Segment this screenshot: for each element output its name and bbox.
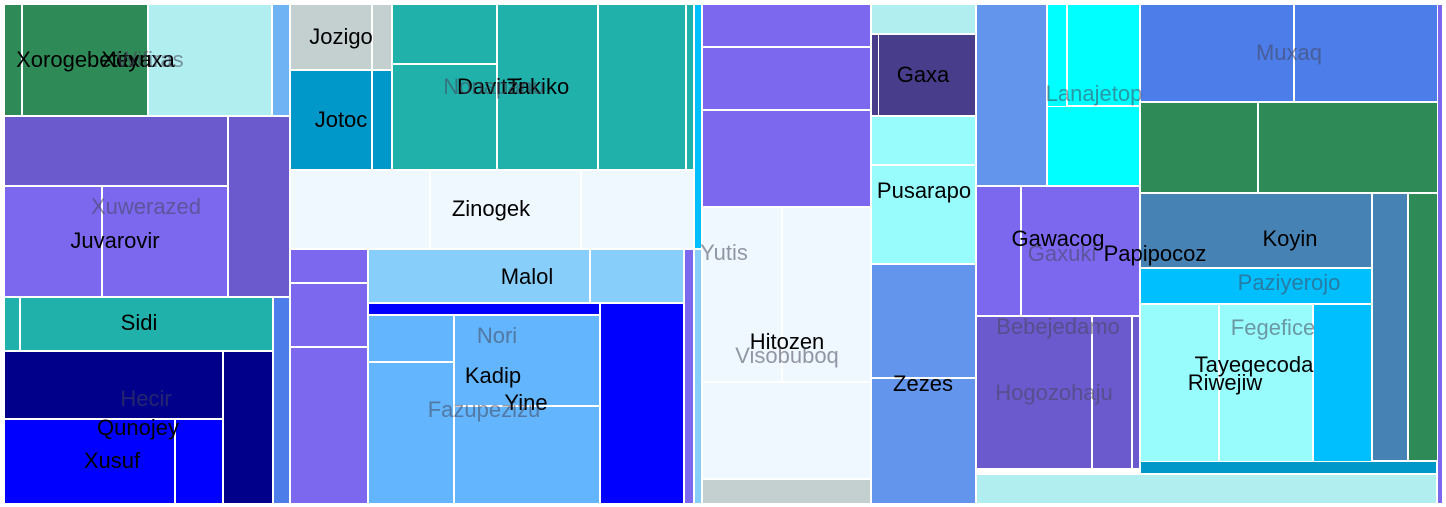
treemap-cell — [702, 207, 782, 382]
treemap-cell — [273, 297, 290, 504]
treemap-cell — [290, 347, 368, 504]
treemap-cell — [581, 170, 694, 249]
treemap-cell — [228, 116, 290, 297]
treemap-cell — [976, 474, 1437, 504]
treemap-cell — [4, 297, 20, 351]
treemap-cell — [976, 316, 1092, 469]
treemap-cell — [368, 303, 600, 315]
treemap-cell — [1021, 186, 1140, 316]
treemap-cell — [1372, 193, 1408, 461]
treemap-cell — [368, 249, 590, 303]
treemap-cell — [694, 249, 702, 504]
treemap-cell — [1313, 304, 1372, 462]
treemap-cell — [871, 378, 976, 504]
treemap-cell — [694, 4, 702, 249]
treemap-cell — [702, 47, 871, 110]
treemap-cell — [454, 406, 600, 504]
treemap-cell — [871, 116, 976, 165]
treemap-cell — [392, 4, 497, 64]
treemap-cell — [1140, 461, 1437, 474]
treemap-cell — [1219, 304, 1313, 462]
treemap-cell — [4, 351, 223, 419]
treemap-cell — [22, 4, 148, 116]
treemap-cell — [686, 4, 694, 170]
treemap-cell — [454, 315, 600, 406]
treemap-cell — [1258, 102, 1438, 193]
treemap-cell — [598, 4, 686, 170]
treemap-cell — [782, 207, 871, 382]
treemap-cell — [368, 315, 454, 362]
treemap-cell — [702, 382, 871, 479]
treemap-cell — [372, 70, 392, 170]
treemap-cell — [684, 249, 694, 504]
treemap-cell — [4, 116, 228, 186]
treemap-cell — [102, 186, 228, 297]
treemap-cell — [175, 419, 223, 504]
treemap-cell — [290, 170, 430, 249]
treemap-cell — [1140, 102, 1258, 193]
treemap-cell — [4, 4, 22, 116]
treemap-cell — [372, 4, 392, 70]
treemap-cell — [290, 4, 372, 70]
treemap-cell — [148, 4, 272, 116]
treemap-cell — [1067, 4, 1140, 106]
treemap-cell — [1132, 316, 1140, 469]
treemap-cell — [1437, 4, 1443, 504]
treemap-cell — [871, 34, 879, 116]
treemap-cell — [368, 362, 454, 504]
treemap-cell — [871, 34, 976, 116]
treemap-cell — [497, 4, 598, 170]
treemap-cell — [272, 4, 290, 116]
treemap-cell — [223, 351, 273, 504]
treemap-cell — [290, 70, 372, 170]
treemap-cell — [702, 4, 871, 47]
treemap-cell — [590, 249, 684, 303]
treemap-cell — [702, 479, 871, 504]
treemap-cell — [871, 4, 976, 34]
treemap-cell — [1047, 106, 1140, 186]
treemap-cell — [430, 170, 581, 249]
treemap-cell — [871, 165, 976, 264]
treemap-cell — [290, 283, 368, 347]
treemap-cell — [1140, 304, 1219, 462]
treemap-cell — [976, 186, 1021, 316]
treemap-cell — [1140, 268, 1372, 304]
treemap-cell — [392, 64, 497, 170]
treemap-cell — [1140, 193, 1372, 268]
treemap-cell — [4, 419, 175, 504]
treemap-cell — [1294, 4, 1438, 102]
treemap-cell — [976, 4, 1047, 186]
treemap-cell — [871, 264, 976, 378]
treemap-cell — [4, 186, 102, 297]
treemap-cell — [1092, 316, 1132, 469]
treemap-cell — [702, 110, 871, 207]
treemap-cell — [1408, 193, 1438, 461]
treemap-cell — [600, 303, 684, 504]
treemap-cell — [20, 297, 273, 351]
treemap-cell — [1140, 4, 1294, 102]
treemap-cell — [290, 249, 368, 283]
